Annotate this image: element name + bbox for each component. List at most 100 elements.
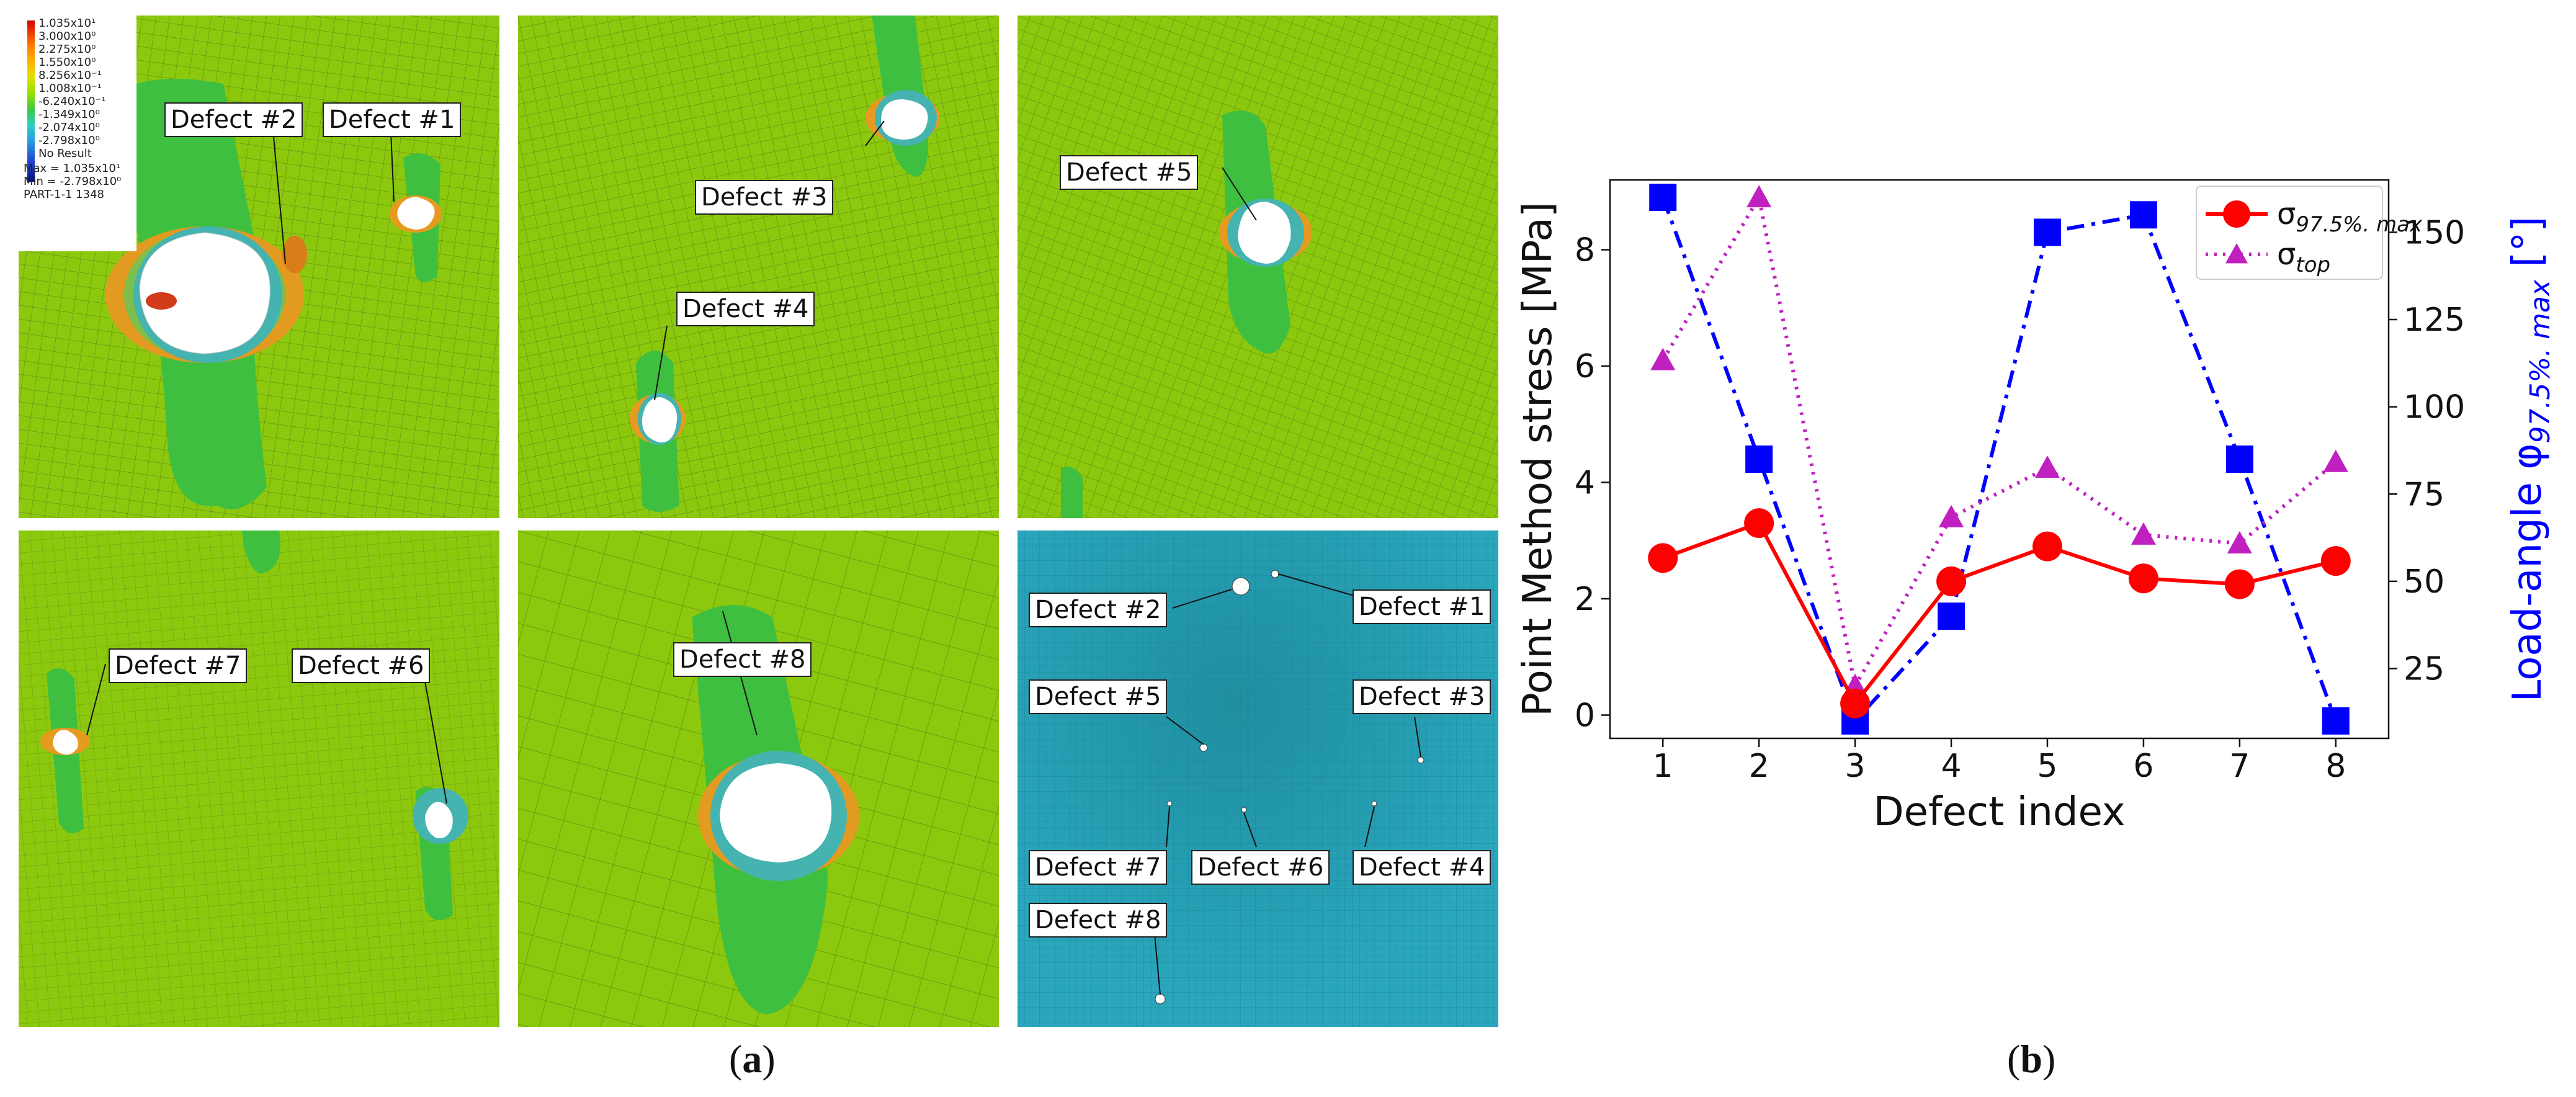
contour-colorbar bbox=[27, 20, 35, 182]
contour-max: Max = 1.035x10¹ bbox=[24, 162, 121, 175]
contour-part: PART-1-1 1348 bbox=[24, 188, 104, 201]
label-defect-2: Defect #2 bbox=[164, 102, 303, 137]
fem-panel-defect-6-7: Defect #7 Defect #6 bbox=[19, 531, 499, 1027]
label-defect-1: Defect #1 bbox=[323, 102, 462, 137]
stress-chart: 1 2 3 4 5 6 7 8 0 2 4 6 8 25 50 75 100 125 150 Defect index… bbox=[1515, 179, 2556, 835]
series-1-point bbox=[2034, 455, 2060, 478]
fem-panel-defect-8: Defect #8 bbox=[518, 531, 999, 1027]
series-2-point bbox=[1745, 446, 1773, 473]
y2-tick-label: 100 bbox=[2404, 389, 2465, 426]
overview-label-defect-2: Defect #2 bbox=[1029, 593, 1168, 627]
series-0-point bbox=[1840, 688, 1871, 719]
series-0-point bbox=[2320, 546, 2351, 576]
series-1-point bbox=[1650, 347, 1676, 370]
series-0-point bbox=[2128, 563, 2158, 594]
legend-label-main: σ bbox=[2277, 237, 2296, 272]
legend-label-sub: 97.5%. max bbox=[2296, 212, 2423, 237]
y-tick-label: 8 bbox=[1575, 232, 1595, 269]
overview-label-defect-5: Defect #5 bbox=[1029, 679, 1168, 714]
x-axis-title: Defect index bbox=[1873, 789, 2125, 835]
caption-a: (a) bbox=[729, 1037, 776, 1081]
contour-value: 8.256x10⁻¹ bbox=[38, 69, 102, 82]
label-defect-7: Defect #7 bbox=[109, 648, 248, 683]
y2-tick-label: 125 bbox=[2404, 302, 2465, 339]
series-2-point bbox=[2033, 218, 2061, 246]
plot-frame bbox=[1609, 179, 2390, 740]
series-0-point bbox=[1936, 566, 1967, 596]
legend-label-main: σ bbox=[2277, 197, 2296, 231]
legend-marker-0 bbox=[2223, 200, 2250, 228]
series-2-point bbox=[1938, 602, 1966, 630]
series-2-point bbox=[2129, 201, 2157, 229]
y-tick-label: 0 bbox=[1575, 697, 1595, 735]
label-defect-8: Defect #8 bbox=[673, 642, 812, 677]
caption-b-letter: b bbox=[2020, 1037, 2042, 1081]
label-defect-3: Defect #3 bbox=[695, 180, 834, 215]
series-2-point bbox=[2322, 707, 2350, 735]
caption-a-letter: a bbox=[742, 1037, 763, 1081]
series-1-point bbox=[2227, 531, 2252, 553]
overview-label-defect-8: Defect #8 bbox=[1029, 903, 1168, 938]
x-tick-label: 7 bbox=[2229, 748, 2250, 785]
contour-no-result: No Result bbox=[38, 147, 92, 160]
y2-tick-label: 75 bbox=[2404, 476, 2444, 513]
label-defect-4: Defect #4 bbox=[676, 292, 815, 326]
x-tick-label: 4 bbox=[1941, 748, 1961, 785]
legend-marker-1 bbox=[2225, 243, 2248, 264]
y2-axis-title-unit: [°] bbox=[2505, 217, 2551, 280]
y2-tick-label: 50 bbox=[2404, 563, 2444, 601]
y2-axis-title: Load-angle φ97.5%. max [°] bbox=[2505, 217, 2556, 702]
legend-label-sub: top bbox=[2296, 253, 2330, 277]
x-tick-label: 6 bbox=[2133, 748, 2153, 785]
series-1-point bbox=[1746, 185, 1772, 208]
series-0-point bbox=[1648, 543, 1678, 573]
contour-value: -1.349x10⁰ bbox=[38, 108, 100, 121]
contour-legend: 1.035x10¹ 3.000x10⁰ 2.275x10⁰ 1.550x10⁰ … bbox=[19, 16, 136, 251]
overview-label-defect-3: Defect #3 bbox=[1353, 679, 1491, 714]
x-tick-label: 3 bbox=[1845, 748, 1866, 785]
caption-b: (b) bbox=[2007, 1037, 2056, 1081]
series-2-point bbox=[2225, 446, 2253, 473]
fem-overview-panel: Defect #2 Defect #1 Defect #5 Defect #3 … bbox=[1017, 531, 1498, 1027]
x-tick-label: 8 bbox=[2325, 748, 2346, 785]
y2-axis-title-sub: 97.5%. max bbox=[2525, 279, 2556, 444]
x-tick-label: 2 bbox=[1749, 748, 1769, 785]
contour-value: 1.008x10⁻¹ bbox=[38, 82, 102, 95]
y2-axis-title-main: Load-angle φ bbox=[2505, 444, 2551, 702]
series-1-point bbox=[2131, 522, 2156, 545]
y-tick-label: 6 bbox=[1575, 348, 1595, 385]
legend-label-1: σtop bbox=[2277, 237, 2330, 277]
legend-label-0: σ97.5%. max bbox=[2277, 197, 2423, 237]
series-2-point bbox=[1649, 184, 1677, 212]
fem-panel-defect-5: Defect #5 bbox=[1017, 16, 1498, 518]
series-0-point bbox=[2032, 531, 2062, 562]
series-line-2 bbox=[1661, 197, 2338, 723]
y2-tick-label: 150 bbox=[2404, 214, 2465, 251]
series-1-point bbox=[2323, 449, 2348, 472]
x-tick-label: 1 bbox=[1653, 748, 1673, 785]
contour-value: -2.074x10⁰ bbox=[38, 121, 100, 134]
series-line-0 bbox=[1662, 521, 2337, 705]
contour-value: 1.550x10⁰ bbox=[38, 56, 96, 69]
series-0-point bbox=[1744, 508, 1774, 539]
contour-value: 3.000x10⁰ bbox=[38, 30, 96, 43]
label-defect-5: Defect #5 bbox=[1060, 155, 1199, 190]
series-0-point bbox=[2224, 569, 2255, 599]
y2-tick-label: 25 bbox=[2404, 651, 2444, 688]
overview-label-defect-4: Defect #4 bbox=[1353, 850, 1491, 885]
y-tick-label: 4 bbox=[1575, 465, 1595, 502]
fem-panel-defect-1-2: 1.035x10¹ 3.000x10⁰ 2.275x10⁰ 1.550x10⁰ … bbox=[19, 16, 499, 518]
label-defect-6: Defect #6 bbox=[292, 648, 431, 683]
overview-label-defect-6: Defect #6 bbox=[1191, 850, 1330, 885]
overview-label-defect-7: Defect #7 bbox=[1029, 850, 1168, 885]
contour-min: Min = -2.798x10⁰ bbox=[24, 175, 122, 188]
overview-label-defect-1: Defect #1 bbox=[1353, 589, 1491, 624]
contour-value: 2.275x10⁰ bbox=[38, 43, 96, 56]
y-axis-title: Point Method stress [MPa] bbox=[1515, 202, 1561, 716]
contour-value: -6.240x10⁻¹ bbox=[38, 95, 106, 108]
contour-value: 1.035x10¹ bbox=[38, 17, 96, 30]
x-tick-label: 5 bbox=[2037, 748, 2057, 785]
fem-panel-defect-3-4: Defect #3 Defect #4 bbox=[518, 16, 999, 518]
series-1-point bbox=[1939, 504, 1964, 527]
y-tick-label: 2 bbox=[1575, 581, 1595, 618]
